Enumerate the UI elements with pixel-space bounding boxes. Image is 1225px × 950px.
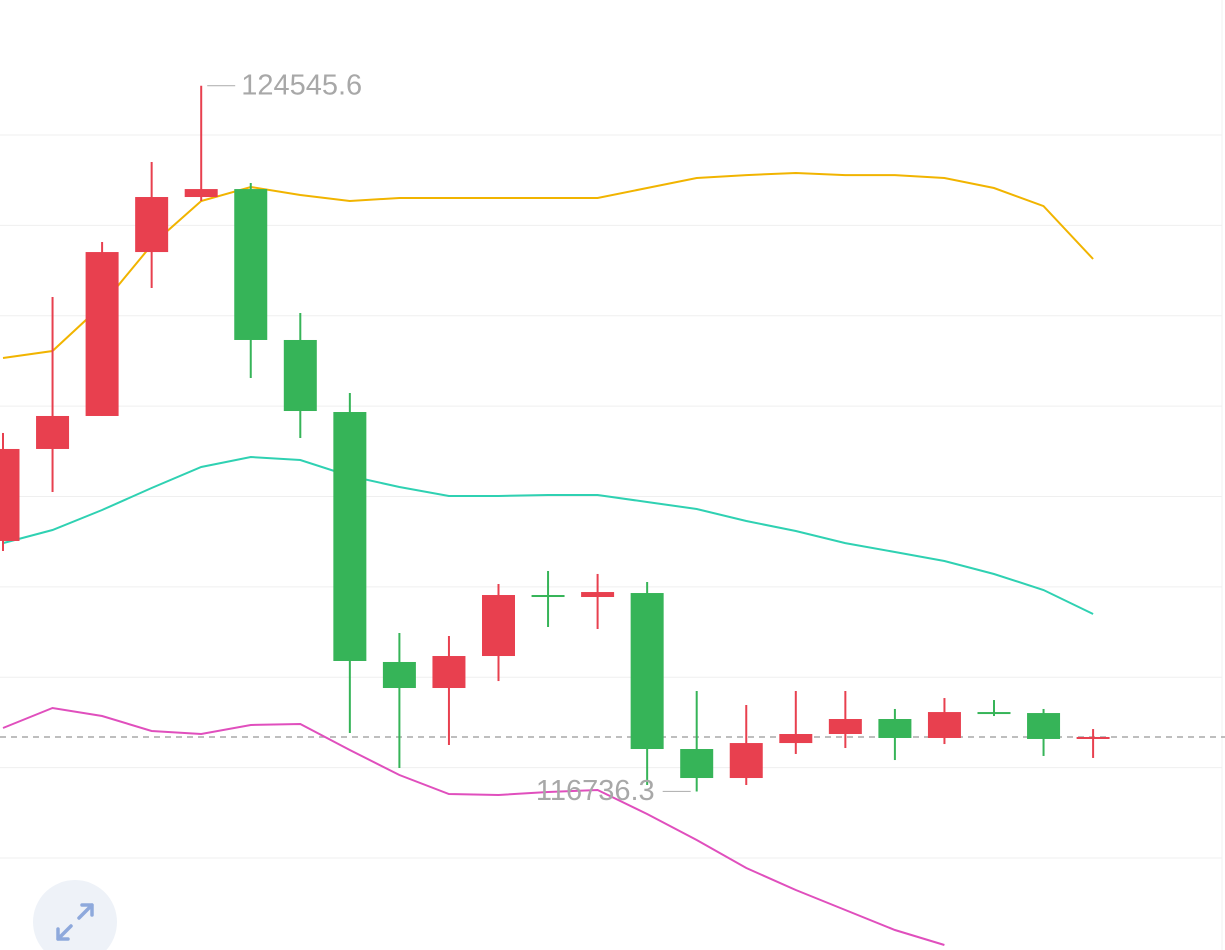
candle-body — [0, 448, 20, 541]
candle-body — [432, 656, 466, 689]
candle-body — [1027, 713, 1061, 739]
labels: 124545.6 116736.3 — [207, 69, 691, 807]
candle-body — [135, 197, 169, 253]
candle-body — [927, 712, 961, 738]
candle-body — [779, 734, 813, 744]
candles — [0, 85, 1110, 792]
candle-body — [283, 339, 317, 412]
band-line — [2, 455, 1094, 615]
candle-body — [85, 252, 119, 416]
candle-body — [482, 595, 515, 657]
candle-body — [36, 415, 70, 449]
candle-body — [382, 661, 416, 689]
candle-body — [333, 412, 367, 661]
band-line — [2, 706, 945, 946]
bands — [2, 171, 1094, 946]
candle-body — [234, 189, 268, 340]
candle-body — [531, 595, 565, 598]
candle-body — [977, 712, 1011, 715]
expand-button[interactable] — [33, 880, 117, 950]
candle-body — [184, 189, 218, 198]
candle-body — [630, 593, 664, 750]
candle-body — [1076, 736, 1110, 739]
candle-body — [878, 719, 912, 738]
candle-body — [680, 749, 714, 779]
expand-icon — [56, 903, 94, 941]
candle-body — [581, 592, 615, 598]
candle-body — [729, 743, 763, 779]
candle-body — [828, 719, 862, 735]
band-line — [2, 171, 1094, 359]
high-label: 124545.6 — [241, 69, 362, 101]
low-label: 116736.3 — [536, 775, 655, 807]
expand-button-bg[interactable] — [33, 880, 117, 950]
